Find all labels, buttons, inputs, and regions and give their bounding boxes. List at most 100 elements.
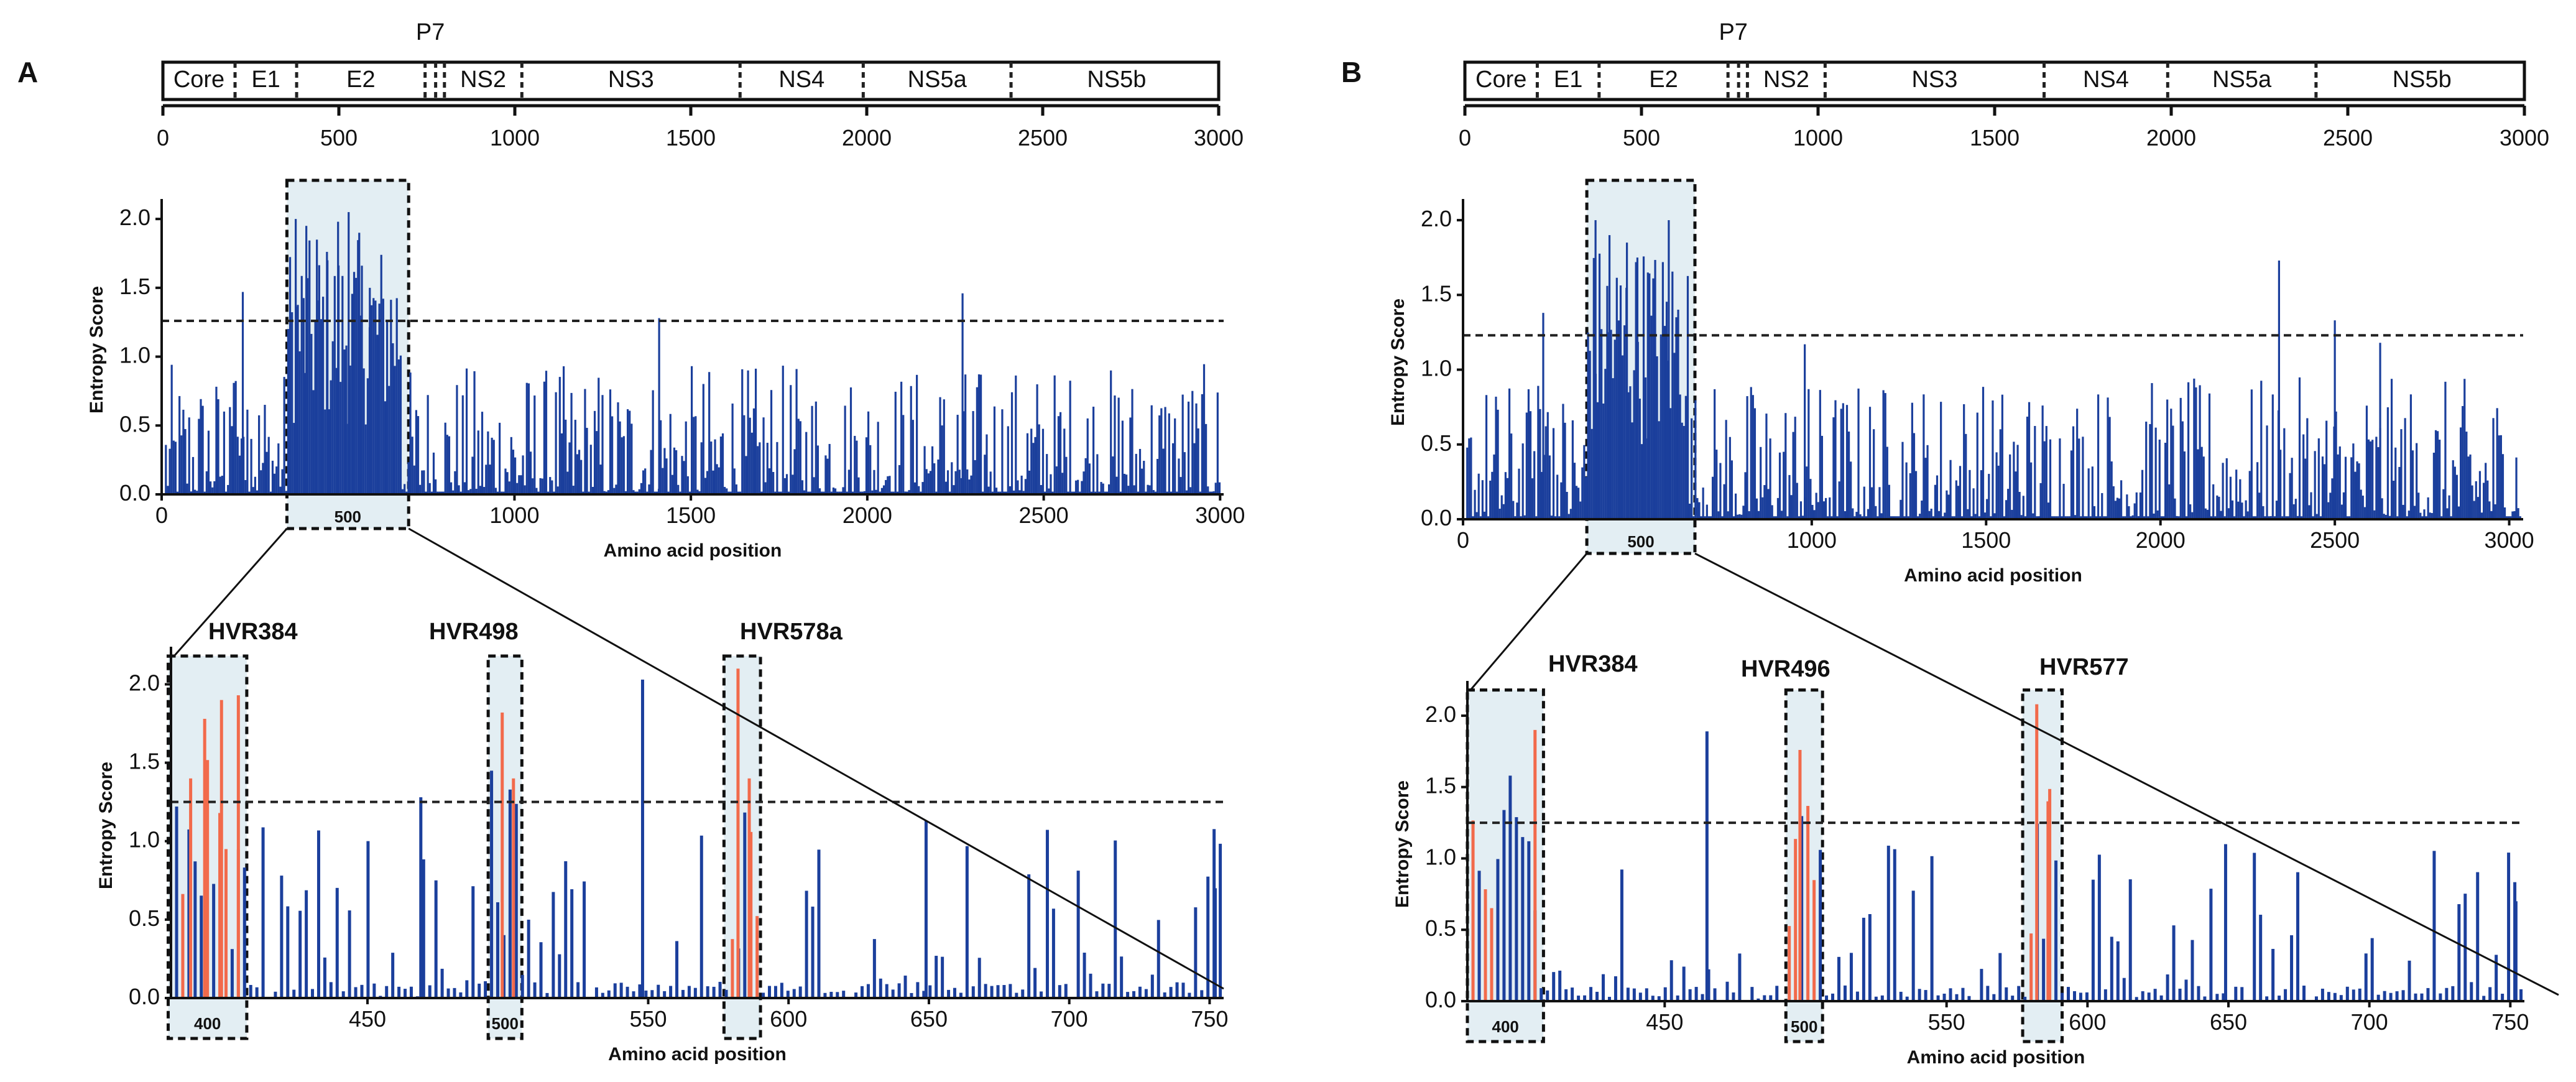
bar-a-overview-468 [1073, 491, 1076, 494]
bar-b-overview-515 [2454, 466, 2456, 519]
y-axis-title-a-zoom: Entropy Score [96, 762, 116, 889]
bar-b-overview-56 [1573, 463, 1576, 519]
bar-b-zoom-42 [1732, 992, 1735, 1001]
bar-b-overview-520 [2463, 379, 2466, 519]
bar-b-overview-7 [1479, 516, 1482, 519]
bar-b-overview-2 [1470, 437, 1472, 519]
bar-a-overview-408 [956, 415, 959, 494]
bar-b-overview-413 [2258, 492, 2261, 519]
bar-a-overview-109 [376, 335, 379, 494]
bar-b-overview-350 [2137, 516, 2140, 519]
zoom-region-tick-a-overview: 500 [335, 507, 361, 526]
bar-b-overview-406 [2245, 500, 2247, 519]
bar-b-overview-88 [1635, 262, 1637, 519]
bar-a-overview-413 [966, 469, 969, 494]
bar-b-overview-47 [1556, 474, 1559, 519]
bar-b-overview-166 [1784, 413, 1787, 519]
bar-a-overview-269 [686, 476, 689, 494]
bar-a-overview-448 [1034, 437, 1036, 494]
y-tick-label-b-zoom-3: 1.5 [1425, 773, 1456, 798]
bar-a-overview-61 [283, 377, 285, 494]
bar-b-zoom-113 [2172, 925, 2176, 1001]
bar-b-overview-125 [1706, 504, 1708, 519]
bar-a-overview-383 [908, 490, 910, 494]
zoom-region-tick-b-overview: 500 [1627, 532, 1654, 551]
bar-a-overview-291 [729, 491, 732, 494]
y-tick-label-a-zoom-1: 0.5 [129, 905, 160, 931]
bar-a-zoom-107 [836, 992, 839, 998]
bar-b-overview-521 [2465, 432, 2468, 519]
bar-a-overview-331 [807, 491, 810, 494]
bar-a-zoom-101 [798, 986, 802, 998]
bar-b-overview-151 [1755, 498, 1758, 519]
bar-b-overview-23 [1510, 433, 1513, 519]
bar-b-overview-369 [2174, 498, 2176, 519]
bar-a-zoom-45 [453, 987, 456, 998]
bar-a-overview-400 [941, 425, 943, 494]
bar-b-overview-492 [2409, 394, 2412, 519]
bar-b-overview-4 [1474, 489, 1476, 519]
bar-a-overview-157 [469, 489, 472, 494]
bar-a-overview-425 [989, 471, 992, 494]
bar-a-overview-45 [252, 487, 254, 494]
bar-b-overview-418 [2268, 516, 2270, 519]
bar-a-overview-451 [1040, 484, 1042, 494]
panel-a-hvr498-label: HVR498 [429, 619, 519, 645]
y-axis-title-b-zoom: Entropy Score [1392, 780, 1413, 908]
bar-b-overview-29 [1521, 443, 1524, 519]
genome-map-box-a [161, 60, 1221, 101]
bar-b-overview-408 [2248, 471, 2251, 519]
bar-b-zoom-83 [1986, 986, 1990, 1001]
bar-b-overview-442 [2314, 451, 2316, 519]
bar-b-overview-548 [2517, 508, 2519, 519]
bar-a-overview-216 [584, 389, 586, 494]
bar-b-overview-330 [2099, 516, 2102, 519]
bar-a-zoom-99 [786, 991, 790, 998]
bar-a-zoom-153 [1120, 956, 1124, 998]
bar-a-overview-343 [830, 491, 833, 494]
bar-b-zoom-156 [2439, 993, 2442, 1001]
bar-b-zoom-13 [1552, 972, 1556, 1001]
bar-b-overview-49 [1560, 482, 1563, 519]
bar-a-overview-245 [640, 483, 643, 494]
bar-a-zoom-11 [242, 867, 246, 998]
bar-b-zoom-64 [1868, 913, 1872, 1001]
bar-b-overview-494 [2413, 506, 2416, 519]
bar-b-overview-20 [1504, 472, 1507, 519]
bar-a-overview-51 [264, 405, 266, 494]
bar-a-overview-443 [1024, 479, 1027, 494]
bar-a-overview-342 [828, 443, 831, 494]
bar-b-overview-271 [1986, 499, 1988, 519]
bar-b-zoom-28 [1645, 988, 1648, 1001]
bar-b-overview-357 [2151, 383, 2153, 519]
bar-a-zoom-92 [743, 812, 747, 998]
bar-b-overview-415 [2262, 506, 2264, 519]
bar-b-zoom-143 [2358, 988, 2361, 1001]
bar-a-overview-324 [793, 449, 796, 494]
bar-b-overview-292 [2026, 417, 2029, 519]
bar-a-overview-399 [939, 397, 941, 494]
bar-a-overview-44 [250, 438, 252, 494]
bar-a-zoom-24 [323, 957, 326, 998]
bar-b-overview-192 [1834, 400, 1837, 519]
bar-a-overview-9 [182, 409, 185, 494]
bar-b-overview-228 [1903, 516, 1906, 519]
bar-a-overview-181 [516, 483, 519, 494]
bar-b-overview-327 [2093, 506, 2096, 519]
bar-a-overview-261 [671, 474, 673, 494]
bar-b-overview-99 [1656, 356, 1658, 519]
x-axis-title-b-overview: Amino acid position [1904, 565, 2082, 586]
bar-a-overview-404 [949, 491, 951, 494]
bar-b-overview-440 [2310, 492, 2312, 519]
bar-b-overview-173 [1798, 516, 1800, 519]
bar-b-overview-174 [1799, 501, 1803, 519]
bar-a-zoom-96 [768, 986, 772, 998]
bar-b-overview-358 [2153, 513, 2155, 519]
y-axis-title-a-overview: Entropy Score [86, 286, 107, 414]
bar-a-overview-151 [458, 485, 460, 494]
bar-a-overview-107 [372, 298, 375, 494]
bar-a-overview-368 [879, 491, 881, 494]
bar-a-overview-310 [766, 443, 769, 494]
bar-b-overview-214 [1877, 516, 1879, 519]
bar-b-overview-86 [1631, 422, 1633, 519]
